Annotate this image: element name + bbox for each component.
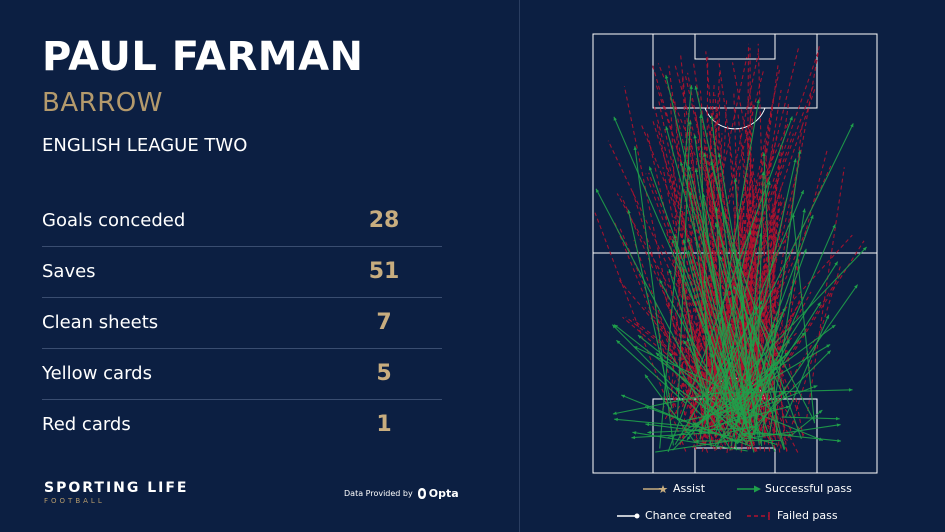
stat-value: 5 xyxy=(376,361,392,386)
stat-value: 7 xyxy=(376,310,392,335)
brand-subtitle: FOOTBALL xyxy=(44,497,105,505)
stat-value: 28 xyxy=(368,208,400,233)
stat-label: Red cards xyxy=(42,414,131,435)
legend-successful-pass: Successful pass xyxy=(737,482,852,495)
stat-label: Yellow cards xyxy=(42,363,152,384)
legend-assist: Assist xyxy=(643,482,705,495)
league-name: ENGLISH LEAGUE TWO xyxy=(42,135,248,156)
legend-assist-label: Assist xyxy=(673,482,706,495)
assist-icon xyxy=(643,484,668,493)
stat-row-goals-conceded: Goals conceded 28 xyxy=(42,196,442,247)
club-name: BARROW xyxy=(42,88,163,118)
opta-icon xyxy=(417,488,426,499)
top-six-yard-box xyxy=(694,33,776,60)
legend-successful-pass-label: Successful pass xyxy=(765,482,852,495)
legend-chance-created: Chance created xyxy=(617,509,732,522)
stats-table: Goals conceded 28 Saves 51 Clean sheets … xyxy=(42,196,442,450)
pass-map-legend: Assist Successful pass Chance created Fa… xyxy=(615,478,867,528)
player-name: PAUL FARMAN xyxy=(42,34,364,80)
pass-map-pitch xyxy=(592,33,878,474)
legend-failed-pass: Failed pass xyxy=(747,509,838,522)
opta-logo: Opta xyxy=(417,487,459,500)
arrow-icon xyxy=(737,485,761,492)
stat-label: Goals conceded xyxy=(42,210,186,231)
legend-failed-pass-label: Failed pass xyxy=(777,509,838,522)
legend-chance-created-label: Chance created xyxy=(645,509,732,522)
dashed-line-icon xyxy=(747,511,770,520)
bottom-six-yard-box xyxy=(694,447,776,474)
provider-name: Opta xyxy=(428,487,459,500)
successful-passes-layer xyxy=(595,74,867,453)
stat-row-saves: Saves 51 xyxy=(42,247,442,298)
provider-text: Data Provided by xyxy=(344,489,413,498)
stat-value: 1 xyxy=(376,412,392,437)
stat-row-yellow-cards: Yellow cards 5 xyxy=(42,349,442,400)
stat-row-red-cards: Red cards 1 xyxy=(42,400,442,450)
brand-logo: SPORTING LIFE xyxy=(44,480,189,496)
stat-label: Saves xyxy=(42,261,96,282)
stat-value: 51 xyxy=(368,259,400,284)
data-provider: Data Provided by Opta xyxy=(344,487,459,500)
dot-line-icon xyxy=(617,513,640,518)
stat-row-clean-sheets: Clean sheets 7 xyxy=(42,298,442,349)
stat-label: Clean sheets xyxy=(42,312,159,333)
panel-divider xyxy=(519,0,520,532)
